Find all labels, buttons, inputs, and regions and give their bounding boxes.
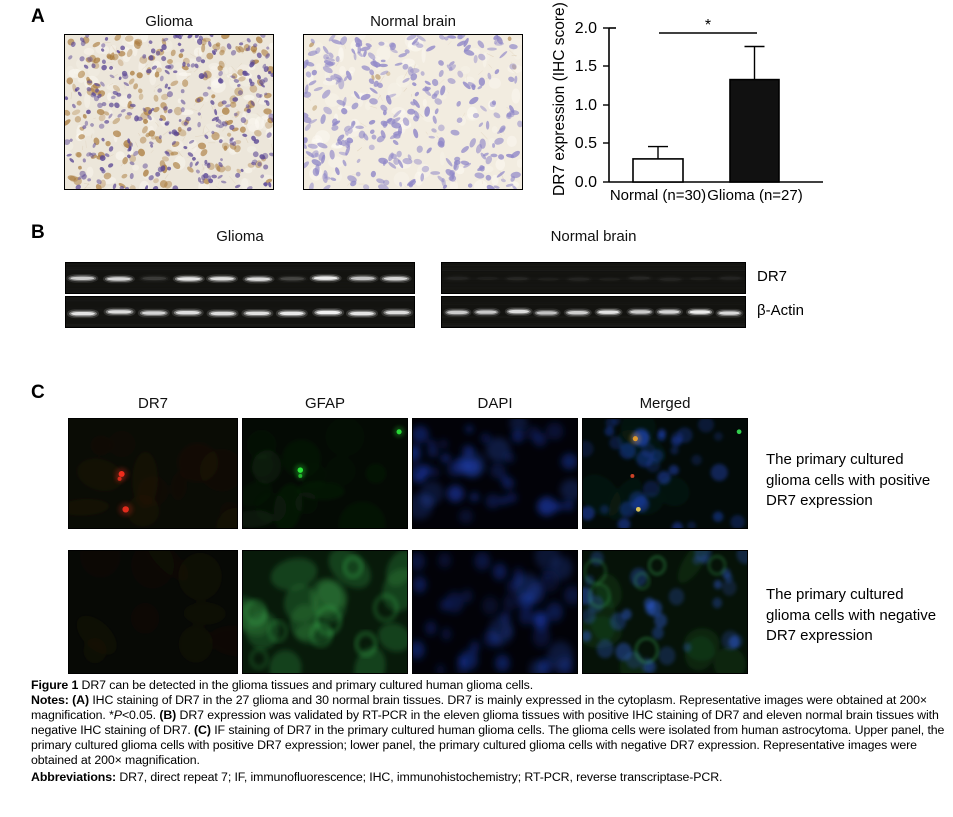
svg-text:Normal (n=30): Normal (n=30) <box>610 187 706 204</box>
svg-text:0.0: 0.0 <box>575 174 597 191</box>
svg-text:0.5: 0.5 <box>575 135 597 152</box>
svg-text:DR7 expression (IHC score): DR7 expression (IHC score) <box>551 2 568 196</box>
svg-text:2.0: 2.0 <box>575 20 597 37</box>
svg-text:Glioma (n=27): Glioma (n=27) <box>707 187 802 204</box>
svg-text:*: * <box>705 17 711 34</box>
svg-text:1.5: 1.5 <box>575 58 597 75</box>
svg-text:1.0: 1.0 <box>575 97 597 114</box>
